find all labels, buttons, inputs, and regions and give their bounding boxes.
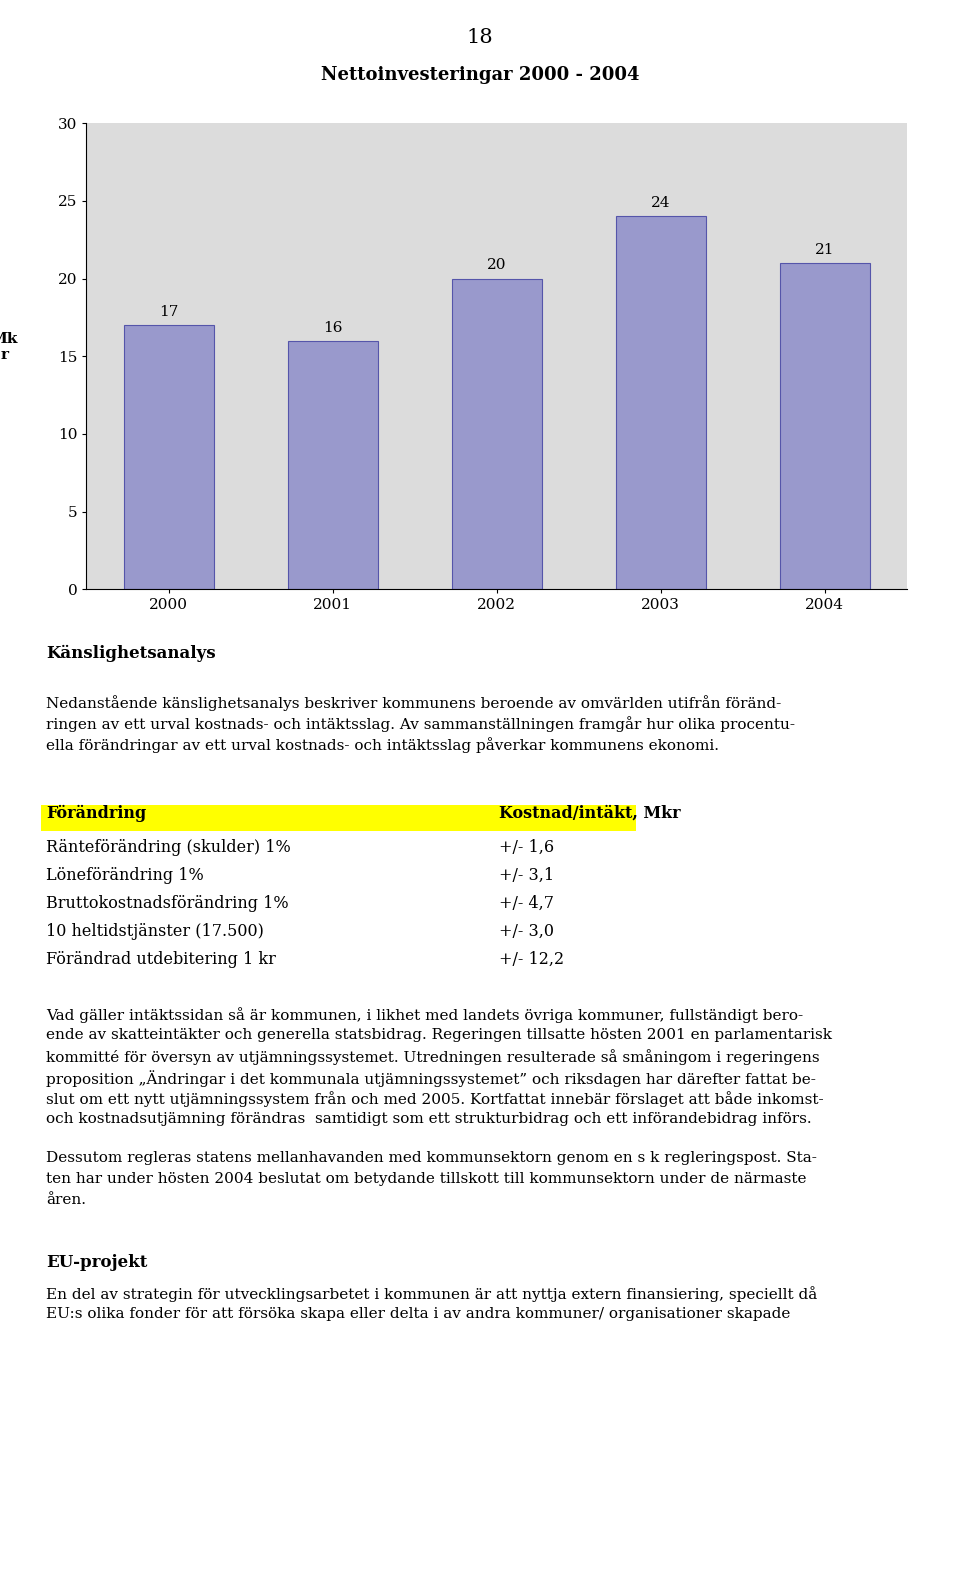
Text: Bruttokostnadsförändring 1%: Bruttokostnadsförändring 1% bbox=[46, 894, 289, 912]
Text: 16: 16 bbox=[324, 321, 343, 335]
Text: 20: 20 bbox=[487, 259, 507, 272]
Text: +/- 1,6: +/- 1,6 bbox=[499, 839, 554, 856]
Text: åren.: åren. bbox=[46, 1193, 86, 1207]
Text: proposition „Ändringar i det kommunala utjämningssystemet” och riksdagen har där: proposition „Ändringar i det kommunala u… bbox=[46, 1070, 816, 1087]
Text: +/- 12,2: +/- 12,2 bbox=[499, 951, 564, 969]
Text: ten har under hösten 2004 beslutat om betydande tillskott till kommunsektorn und: ten har under hösten 2004 beslutat om be… bbox=[46, 1172, 806, 1187]
Text: +/- 3,0: +/- 3,0 bbox=[499, 923, 554, 940]
Text: Nettoinvesteringar 2000 - 2004: Nettoinvesteringar 2000 - 2004 bbox=[321, 66, 639, 84]
Text: och kostnadsutjämning förändras  samtidigt som ett strukturbidrag och ett införa: och kostnadsutjämning förändras samtidig… bbox=[46, 1112, 812, 1127]
Text: En del av strategin för utvecklingsarbetet i kommunen är att nyttja extern finan: En del av strategin för utvecklingsarbet… bbox=[46, 1286, 817, 1302]
Text: Ränteförändring (skulder) 1%: Ränteförändring (skulder) 1% bbox=[46, 839, 291, 856]
Bar bbox=[615, 216, 706, 589]
Text: Känslighetsanalys: Känslighetsanalys bbox=[46, 645, 216, 662]
Text: +/- 3,1: +/- 3,1 bbox=[499, 867, 554, 883]
Text: ende av skatteintäkter och generella statsbidrag. Regeringen tillsatte hösten 20: ende av skatteintäkter och generella sta… bbox=[46, 1029, 832, 1041]
Text: 24: 24 bbox=[651, 196, 670, 210]
Text: Förändring: Förändring bbox=[46, 804, 146, 822]
Bar bbox=[124, 325, 214, 589]
Text: 17: 17 bbox=[159, 305, 179, 319]
Bar bbox=[780, 264, 870, 589]
Text: Mk
r: Mk r bbox=[0, 332, 18, 362]
Text: +/- 4,7: +/- 4,7 bbox=[499, 894, 554, 912]
Text: 18: 18 bbox=[467, 28, 493, 47]
Text: slut om ett nytt utjämningssystem från och med 2005. Kortfattat innebär förslage: slut om ett nytt utjämningssystem från o… bbox=[46, 1092, 824, 1108]
Text: Kostnad/intäkt, Mkr: Kostnad/intäkt, Mkr bbox=[499, 804, 681, 822]
Text: kommitté för översyn av utjämningssystemet. Utredningen resulterade så småningom: kommitté för översyn av utjämningssystem… bbox=[46, 1049, 820, 1065]
Text: Vad gäller intäktssidan så är kommunen, i likhet med landets övriga kommuner, fu: Vad gäller intäktssidan så är kommunen, … bbox=[46, 1006, 804, 1022]
Text: EU-projekt: EU-projekt bbox=[46, 1255, 148, 1270]
Bar bbox=[288, 341, 378, 589]
Text: Förändrad utdebitering 1 kr: Förändrad utdebitering 1 kr bbox=[46, 951, 276, 969]
Bar bbox=[452, 278, 541, 589]
Text: 21: 21 bbox=[815, 243, 834, 258]
Text: 10 heltidstjänster (17.500): 10 heltidstjänster (17.500) bbox=[46, 923, 264, 940]
Text: Dessutom regleras statens mellanhavanden med kommunsektorn genom en s k reglerin: Dessutom regleras statens mellanhavanden… bbox=[46, 1150, 817, 1164]
Text: ringen av ett urval kostnads- och intäktsslag. Av sammanställningen framgår hur : ringen av ett urval kostnads- och intäkt… bbox=[46, 716, 795, 732]
Text: EU:s olika fonder för att försöka skapa eller delta i av andra kommuner/ organis: EU:s olika fonder för att försöka skapa … bbox=[46, 1307, 790, 1321]
Text: ella förändringar av ett urval kostnads- och intäktsslag påverkar kommunens ekon: ella förändringar av ett urval kostnads-… bbox=[46, 736, 719, 754]
Text: Löneförändring 1%: Löneförändring 1% bbox=[46, 867, 204, 883]
Text: Nedanstående känslighetsanalys beskriver kommunens beroende av omvärlden utifrån: Nedanstående känslighetsanalys beskriver… bbox=[46, 695, 781, 711]
